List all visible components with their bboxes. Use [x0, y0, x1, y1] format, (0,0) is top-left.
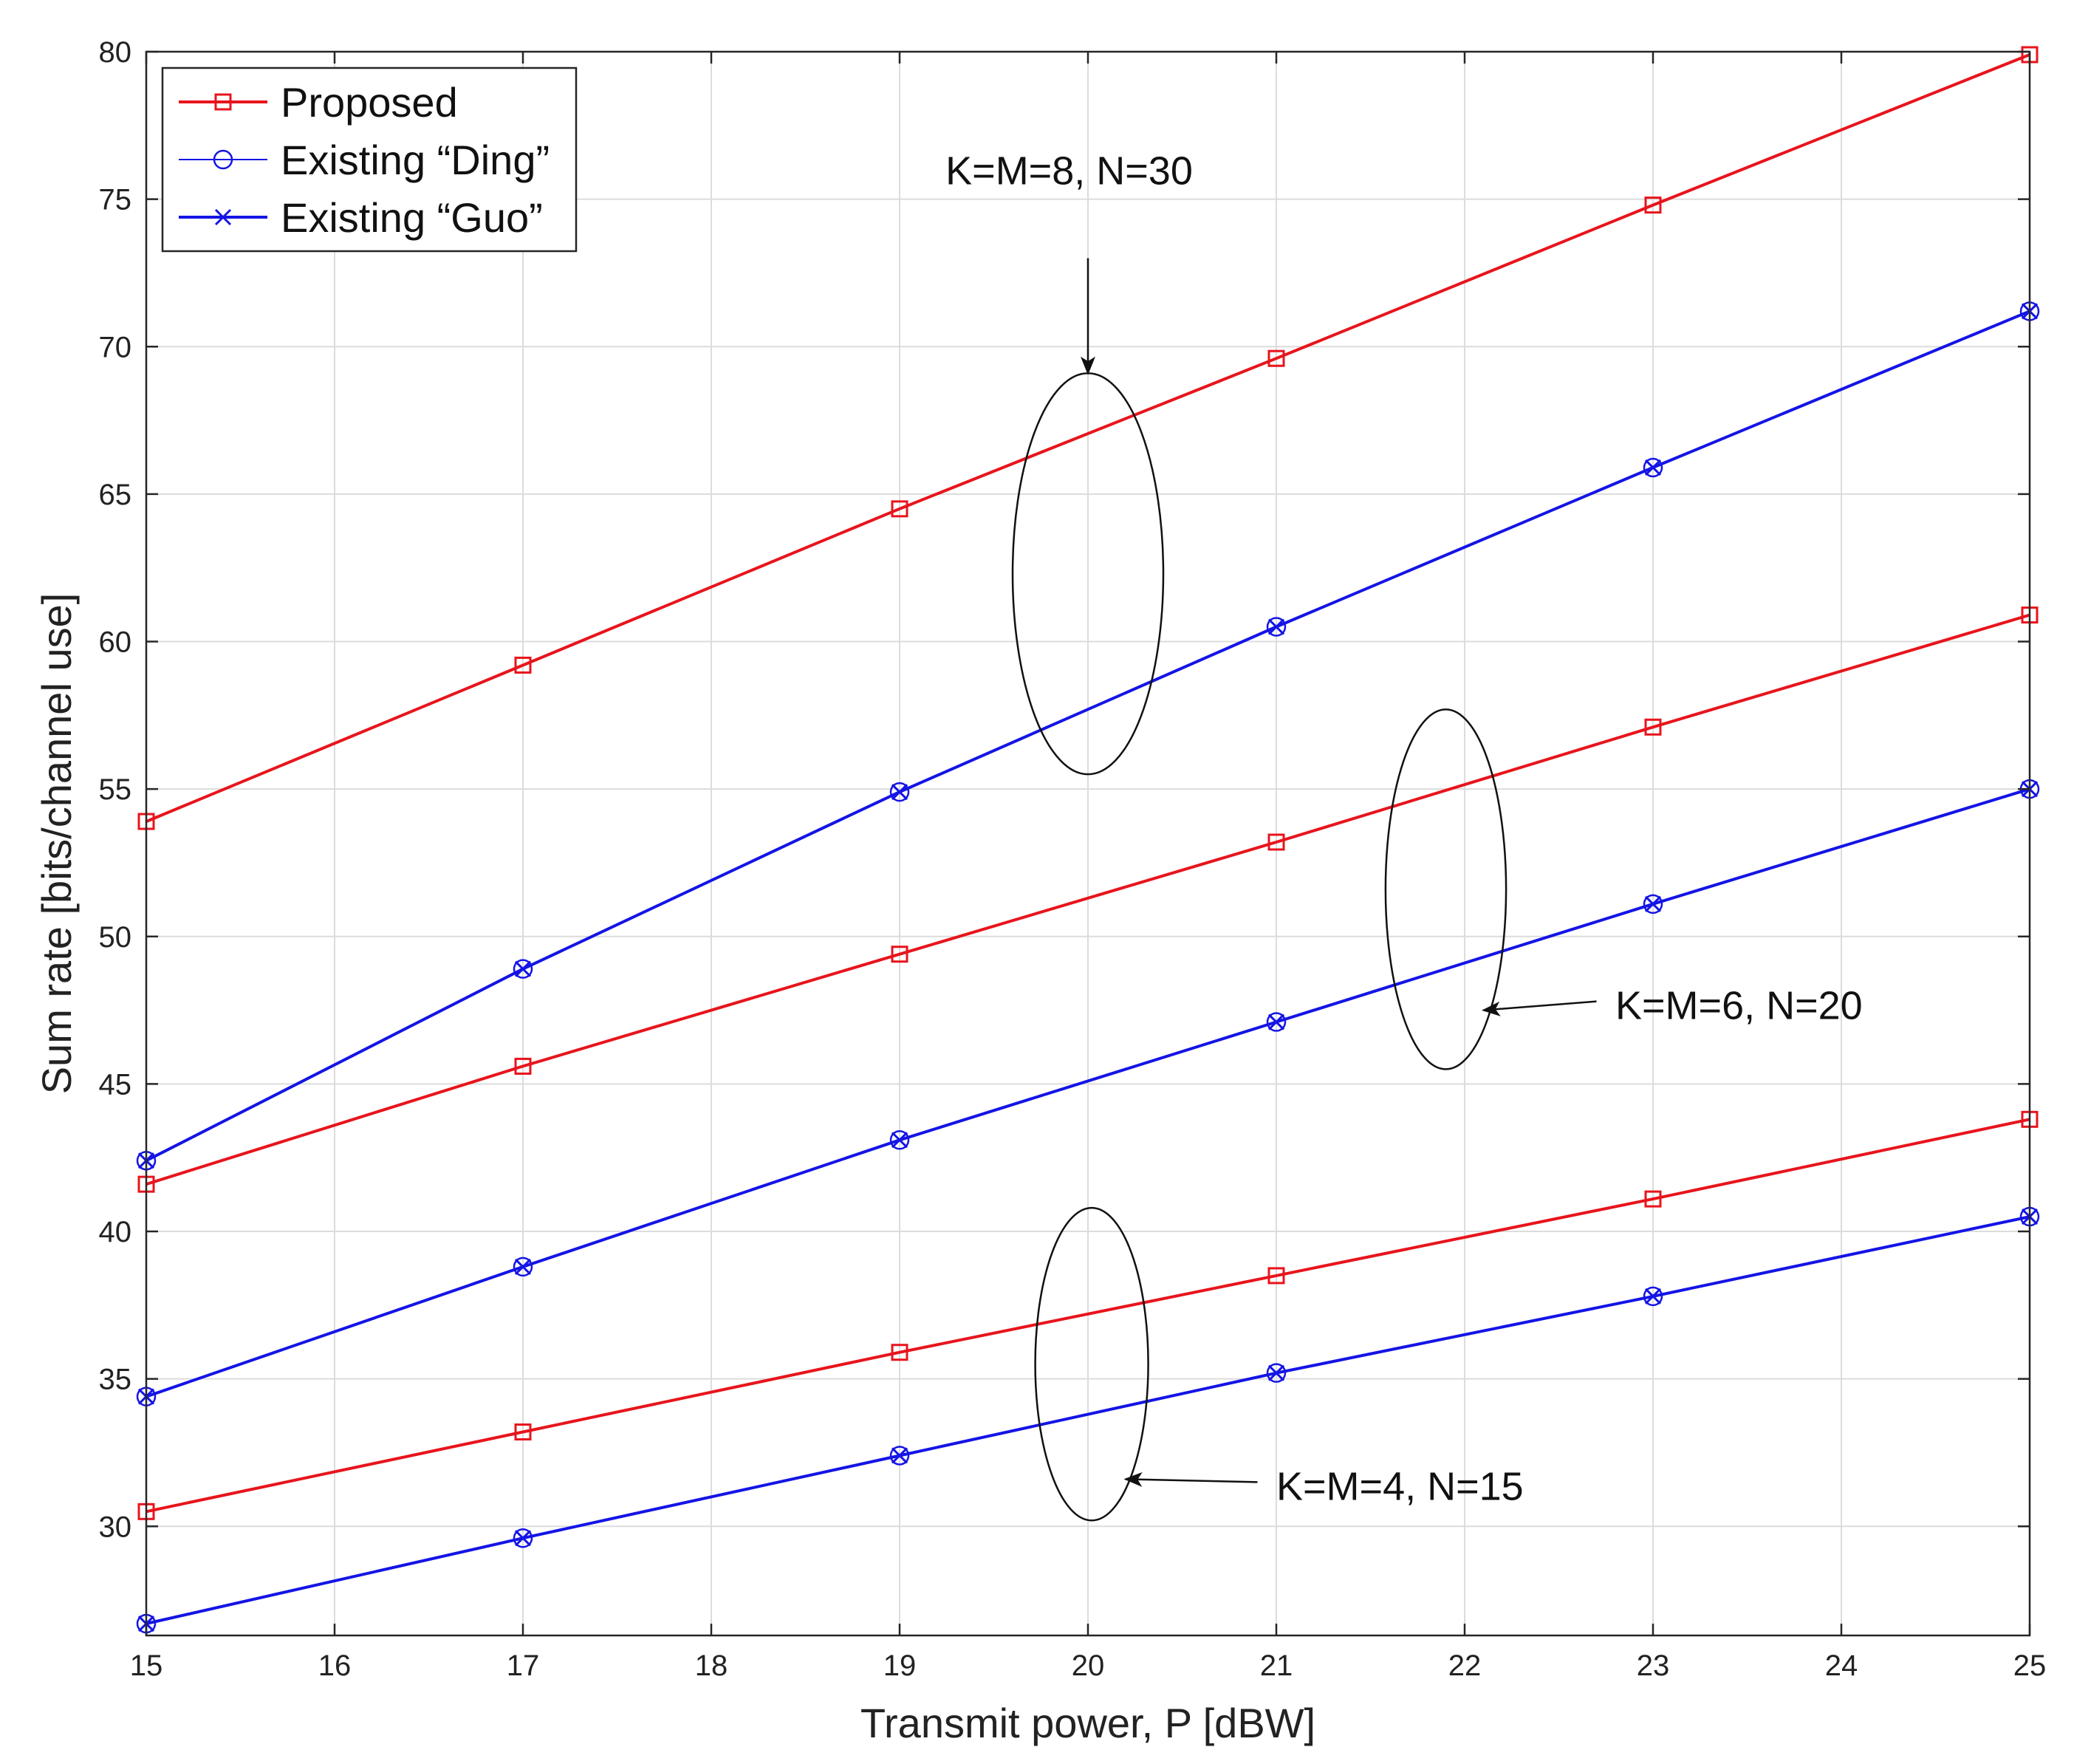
square-marker [891, 1344, 908, 1361]
circle-marker [1266, 617, 1287, 637]
y-tick-label: 60 [99, 626, 132, 659]
plot-series [136, 46, 2040, 1634]
legend: Proposed Existing “Ding” Existing “Guo” [161, 66, 578, 253]
x-marker [1267, 1364, 1285, 1381]
square-marker [1644, 196, 1662, 214]
x-tick-label: 18 [695, 1650, 728, 1682]
x-marker [1644, 895, 1662, 912]
annotation-label: K=M=6, N=20 [1615, 984, 1863, 1028]
x-tick-label: 22 [1448, 1650, 1482, 1682]
x-marker [514, 1258, 532, 1275]
square-marker [514, 1423, 532, 1441]
annotation-ellipse [1384, 708, 1507, 1070]
circle-marker [1643, 457, 1663, 478]
square-marker [891, 500, 908, 518]
y-tick-label: 70 [99, 331, 132, 363]
legend-entry: Proposed [179, 79, 458, 126]
y-tick-label: 35 [99, 1364, 132, 1396]
annotation-group: K=M=4, N=15 [1034, 1206, 1524, 1522]
series-proposed [137, 46, 2039, 830]
series-line [146, 53, 2030, 823]
legend-label: Existing “Ding” [281, 137, 550, 183]
annotation-label: K=M=8, N=30 [945, 149, 1193, 194]
x-marker [891, 1447, 908, 1464]
circle-marker [1643, 1286, 1663, 1307]
y-tick-label: 65 [99, 479, 132, 511]
circle-marker [1643, 894, 1663, 915]
square-marker [1267, 1267, 1285, 1285]
x-marker [1267, 1013, 1285, 1030]
circle-marker [513, 1528, 533, 1548]
series-proposed [137, 606, 2039, 1193]
x-marker [1644, 459, 1662, 476]
series-line [146, 1215, 2030, 1625]
legend-entry: Existing “Ding” [179, 137, 550, 183]
x-marker [1267, 618, 1285, 635]
square-marker [891, 946, 908, 963]
y-tick-label: 30 [99, 1511, 132, 1543]
circle-marker [1266, 1363, 1287, 1383]
square-marker [1267, 349, 1285, 367]
circle-marker [889, 782, 910, 802]
legend-entry: Existing “Guo” [179, 194, 543, 241]
circle-marker [513, 959, 533, 979]
y-tick-label: 75 [99, 184, 132, 216]
x-marker [891, 1132, 908, 1149]
series-line [146, 787, 2030, 1398]
y-tick-label: 50 [99, 921, 132, 954]
x-marker [214, 208, 232, 226]
x-tick-label: 15 [130, 1650, 163, 1682]
y-tick-label: 80 [99, 36, 132, 69]
x-marker [514, 960, 532, 977]
annotations: K=M=8, N=30 K=M=6, N=20 K=M=4, N=15 [945, 149, 1863, 1522]
annotation-arrow [1482, 1000, 1597, 1016]
square-marker [1644, 1190, 1662, 1208]
annotation-ellipse [1034, 1206, 1149, 1522]
square-marker [1644, 718, 1662, 736]
circle-marker [1266, 1012, 1287, 1032]
y-tick-label: 40 [99, 1216, 132, 1248]
x-tick-label: 23 [1637, 1650, 1670, 1682]
x-marker [1644, 1288, 1662, 1305]
series-guo [137, 303, 2039, 1169]
circle-marker [213, 149, 233, 170]
annotation-arrow [1123, 1471, 1258, 1487]
y-tick-label: 45 [99, 1068, 132, 1101]
x-tick-label: 19 [883, 1650, 917, 1682]
square-marker [514, 1057, 532, 1075]
y-axis-label: Sum rate [bits/channel use] [33, 593, 80, 1095]
annotation-group: K=M=6, N=20 [1384, 708, 1863, 1070]
square-marker [514, 656, 532, 674]
x-tick-label: 17 [507, 1650, 540, 1682]
x-axis-label: Transmit power, P [dBW] [860, 1700, 1315, 1746]
circle-marker [889, 1130, 910, 1150]
series-line [146, 1118, 2030, 1514]
annotation-group: K=M=8, N=30 [945, 149, 1193, 776]
axes: 15 16 17 18 19 20 21 22 23 24 25 30 35 40 45 50 55 60 65 70… [33, 36, 2046, 1746]
circle-marker [889, 1446, 910, 1466]
x-marker [514, 1530, 532, 1547]
series-line [146, 310, 2030, 1162]
legend-label: Proposed [281, 79, 458, 126]
circle-marker [513, 1257, 533, 1277]
x-tick-label: 20 [1072, 1650, 1105, 1682]
annotation-label: K=M=4, N=15 [1276, 1464, 1524, 1508]
series-proposed [137, 1110, 2039, 1520]
x-tick-label: 24 [1825, 1650, 1858, 1682]
x-tick-label: 16 [318, 1650, 352, 1682]
square-marker [214, 93, 232, 111]
series-line [146, 613, 2030, 1186]
square-marker [1267, 833, 1285, 851]
x-marker [891, 784, 908, 801]
legend-label: Existing “Guo” [281, 194, 543, 241]
x-tick-label: 21 [1260, 1650, 1293, 1682]
y-tick-label: 55 [99, 773, 132, 806]
x-tick-label: 25 [2013, 1650, 2047, 1682]
